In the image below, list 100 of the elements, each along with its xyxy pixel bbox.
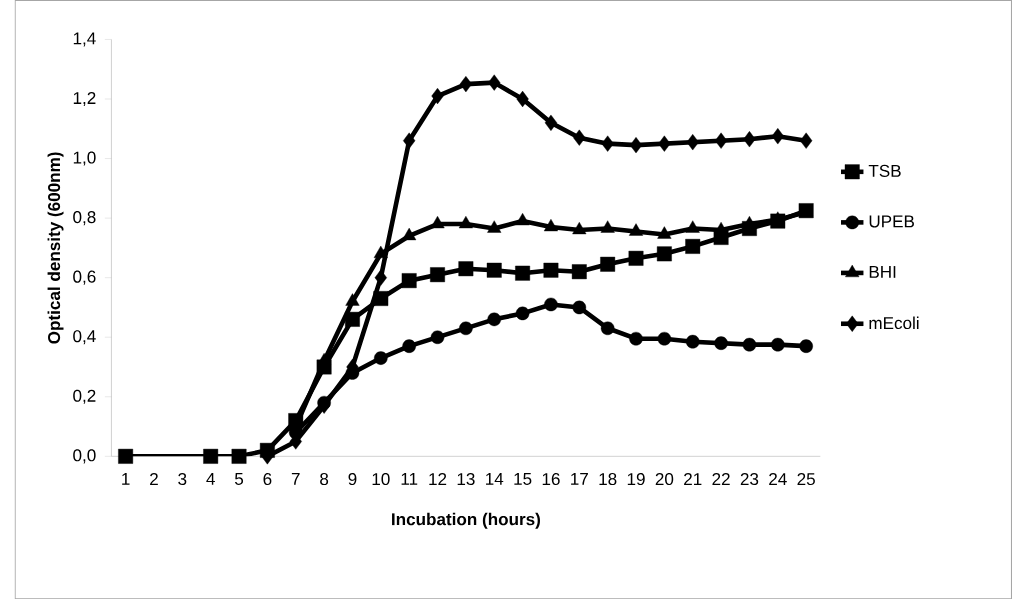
point — [430, 330, 445, 344]
point — [374, 269, 387, 286]
point — [118, 448, 134, 464]
point — [658, 135, 671, 152]
point — [203, 448, 219, 464]
point — [771, 128, 784, 145]
point — [629, 331, 643, 346]
point — [600, 220, 615, 233]
point — [515, 265, 531, 281]
point — [459, 75, 472, 93]
point — [488, 74, 501, 91]
legend-label: TSB — [868, 164, 901, 177]
point — [800, 132, 813, 149]
point — [600, 321, 615, 335]
point — [628, 223, 644, 236]
point — [345, 293, 360, 306]
point — [629, 136, 643, 154]
point — [374, 351, 388, 365]
point — [345, 311, 360, 327]
point — [685, 220, 700, 233]
point — [601, 135, 614, 152]
y-tick-label: 1,0 — [73, 151, 96, 166]
x-tick-label: 19 — [627, 472, 645, 485]
legend-label: mEcoli — [869, 316, 919, 329]
point — [430, 215, 445, 229]
point — [714, 336, 728, 350]
point — [373, 290, 389, 306]
point — [573, 129, 586, 146]
point — [373, 245, 388, 258]
point — [459, 321, 473, 335]
legend-label: BHI — [869, 265, 896, 278]
point — [743, 130, 756, 148]
point — [403, 132, 416, 149]
x-tick-label: 1 — [122, 472, 130, 485]
point — [401, 273, 417, 288]
x-tick-label: 25 — [797, 472, 815, 485]
point — [487, 312, 502, 326]
point — [685, 238, 701, 254]
x-axis-title: Incubation (hours) — [392, 512, 540, 529]
point — [458, 215, 473, 229]
point — [714, 132, 728, 149]
point — [600, 256, 616, 272]
x-tick-label: 13 — [457, 472, 475, 485]
y-tick-label: 0,4 — [73, 330, 96, 345]
x-tick-label: 9 — [348, 472, 357, 485]
point — [571, 264, 587, 280]
x-tick-label: 6 — [263, 472, 272, 485]
y-tick-label: 0,0 — [73, 449, 96, 464]
point — [657, 226, 672, 239]
y-tick-label: 1,4 — [73, 32, 96, 47]
x-tick-label: 17 — [571, 472, 588, 485]
point — [259, 442, 275, 458]
point — [515, 306, 530, 321]
point — [771, 337, 785, 352]
y-axis-title: Optical density (600nm) — [47, 152, 64, 344]
point — [713, 229, 729, 245]
point — [402, 339, 416, 353]
x-tick-label: 3 — [178, 472, 187, 485]
x-tick-label: 4 — [206, 472, 215, 485]
x-tick-label: 22 — [712, 472, 730, 485]
x-tick-label: 21 — [684, 472, 702, 485]
x-tick-label: 12 — [429, 472, 447, 485]
point — [317, 395, 331, 410]
point — [486, 262, 502, 278]
point — [628, 250, 644, 266]
point — [742, 337, 757, 352]
point — [458, 261, 474, 277]
x-tick-label: 2 — [150, 472, 158, 485]
y-tick-label: 0,2 — [73, 389, 96, 404]
point — [544, 114, 558, 131]
x-tick-label: 5 — [234, 472, 244, 485]
point — [516, 90, 529, 107]
legend-label: UPEB — [869, 215, 914, 228]
point — [686, 133, 699, 151]
x-tick-label: 11 — [401, 472, 418, 485]
point — [543, 262, 559, 278]
x-tick-label: 8 — [320, 472, 329, 485]
point — [316, 359, 332, 375]
point — [544, 297, 558, 312]
point — [770, 213, 786, 229]
point — [656, 246, 672, 262]
point — [288, 413, 304, 428]
point — [431, 87, 444, 104]
y-tick-label: 0,8 — [73, 210, 96, 226]
y-tick-label: 0,6 — [73, 270, 96, 285]
point — [543, 218, 558, 232]
x-tick-label: 23 — [740, 472, 759, 485]
point — [572, 300, 587, 315]
x-tick-label: 24 — [769, 472, 787, 485]
point — [402, 227, 417, 240]
point — [685, 334, 700, 349]
point — [657, 331, 672, 346]
x-tick-label: 18 — [599, 472, 617, 485]
x-tick-label: 10 — [372, 472, 390, 485]
x-tick-label: 7 — [291, 472, 300, 485]
point — [799, 339, 813, 353]
point — [231, 448, 247, 464]
point — [742, 220, 757, 236]
point — [515, 212, 530, 226]
x-tick-label: 15 — [514, 472, 532, 485]
